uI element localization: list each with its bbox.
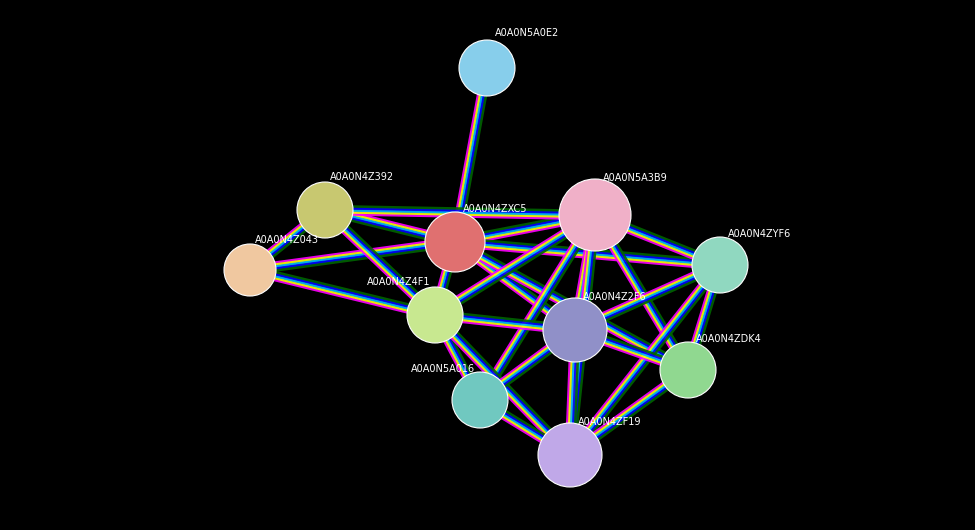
Text: A0A0N4ZYF6: A0A0N4ZYF6	[728, 229, 792, 239]
Circle shape	[559, 179, 631, 251]
Circle shape	[452, 372, 508, 428]
Circle shape	[407, 287, 463, 343]
Text: A0A0N4Z4F1: A0A0N4Z4F1	[367, 277, 430, 287]
Circle shape	[543, 298, 607, 362]
Circle shape	[297, 182, 353, 238]
Circle shape	[660, 342, 716, 398]
Text: A0A0N5A0E2: A0A0N5A0E2	[495, 28, 560, 38]
Text: A0A0N5A3B9: A0A0N5A3B9	[603, 173, 668, 183]
Circle shape	[692, 237, 748, 293]
Text: A0A0N4ZXC5: A0A0N4ZXC5	[463, 204, 527, 214]
Text: A0A0N4ZDK4: A0A0N4ZDK4	[696, 334, 761, 344]
Circle shape	[459, 40, 515, 96]
Text: A0A0N4Z043: A0A0N4Z043	[255, 235, 319, 245]
Circle shape	[224, 244, 276, 296]
Text: A0A0N4Z392: A0A0N4Z392	[330, 172, 394, 182]
Text: A0A0N5A016: A0A0N5A016	[410, 364, 475, 374]
Circle shape	[538, 423, 602, 487]
Text: A0A0N4ZF19: A0A0N4ZF19	[578, 417, 642, 427]
Text: A0A0N4Z2F6: A0A0N4Z2F6	[583, 292, 646, 302]
Circle shape	[425, 212, 485, 272]
